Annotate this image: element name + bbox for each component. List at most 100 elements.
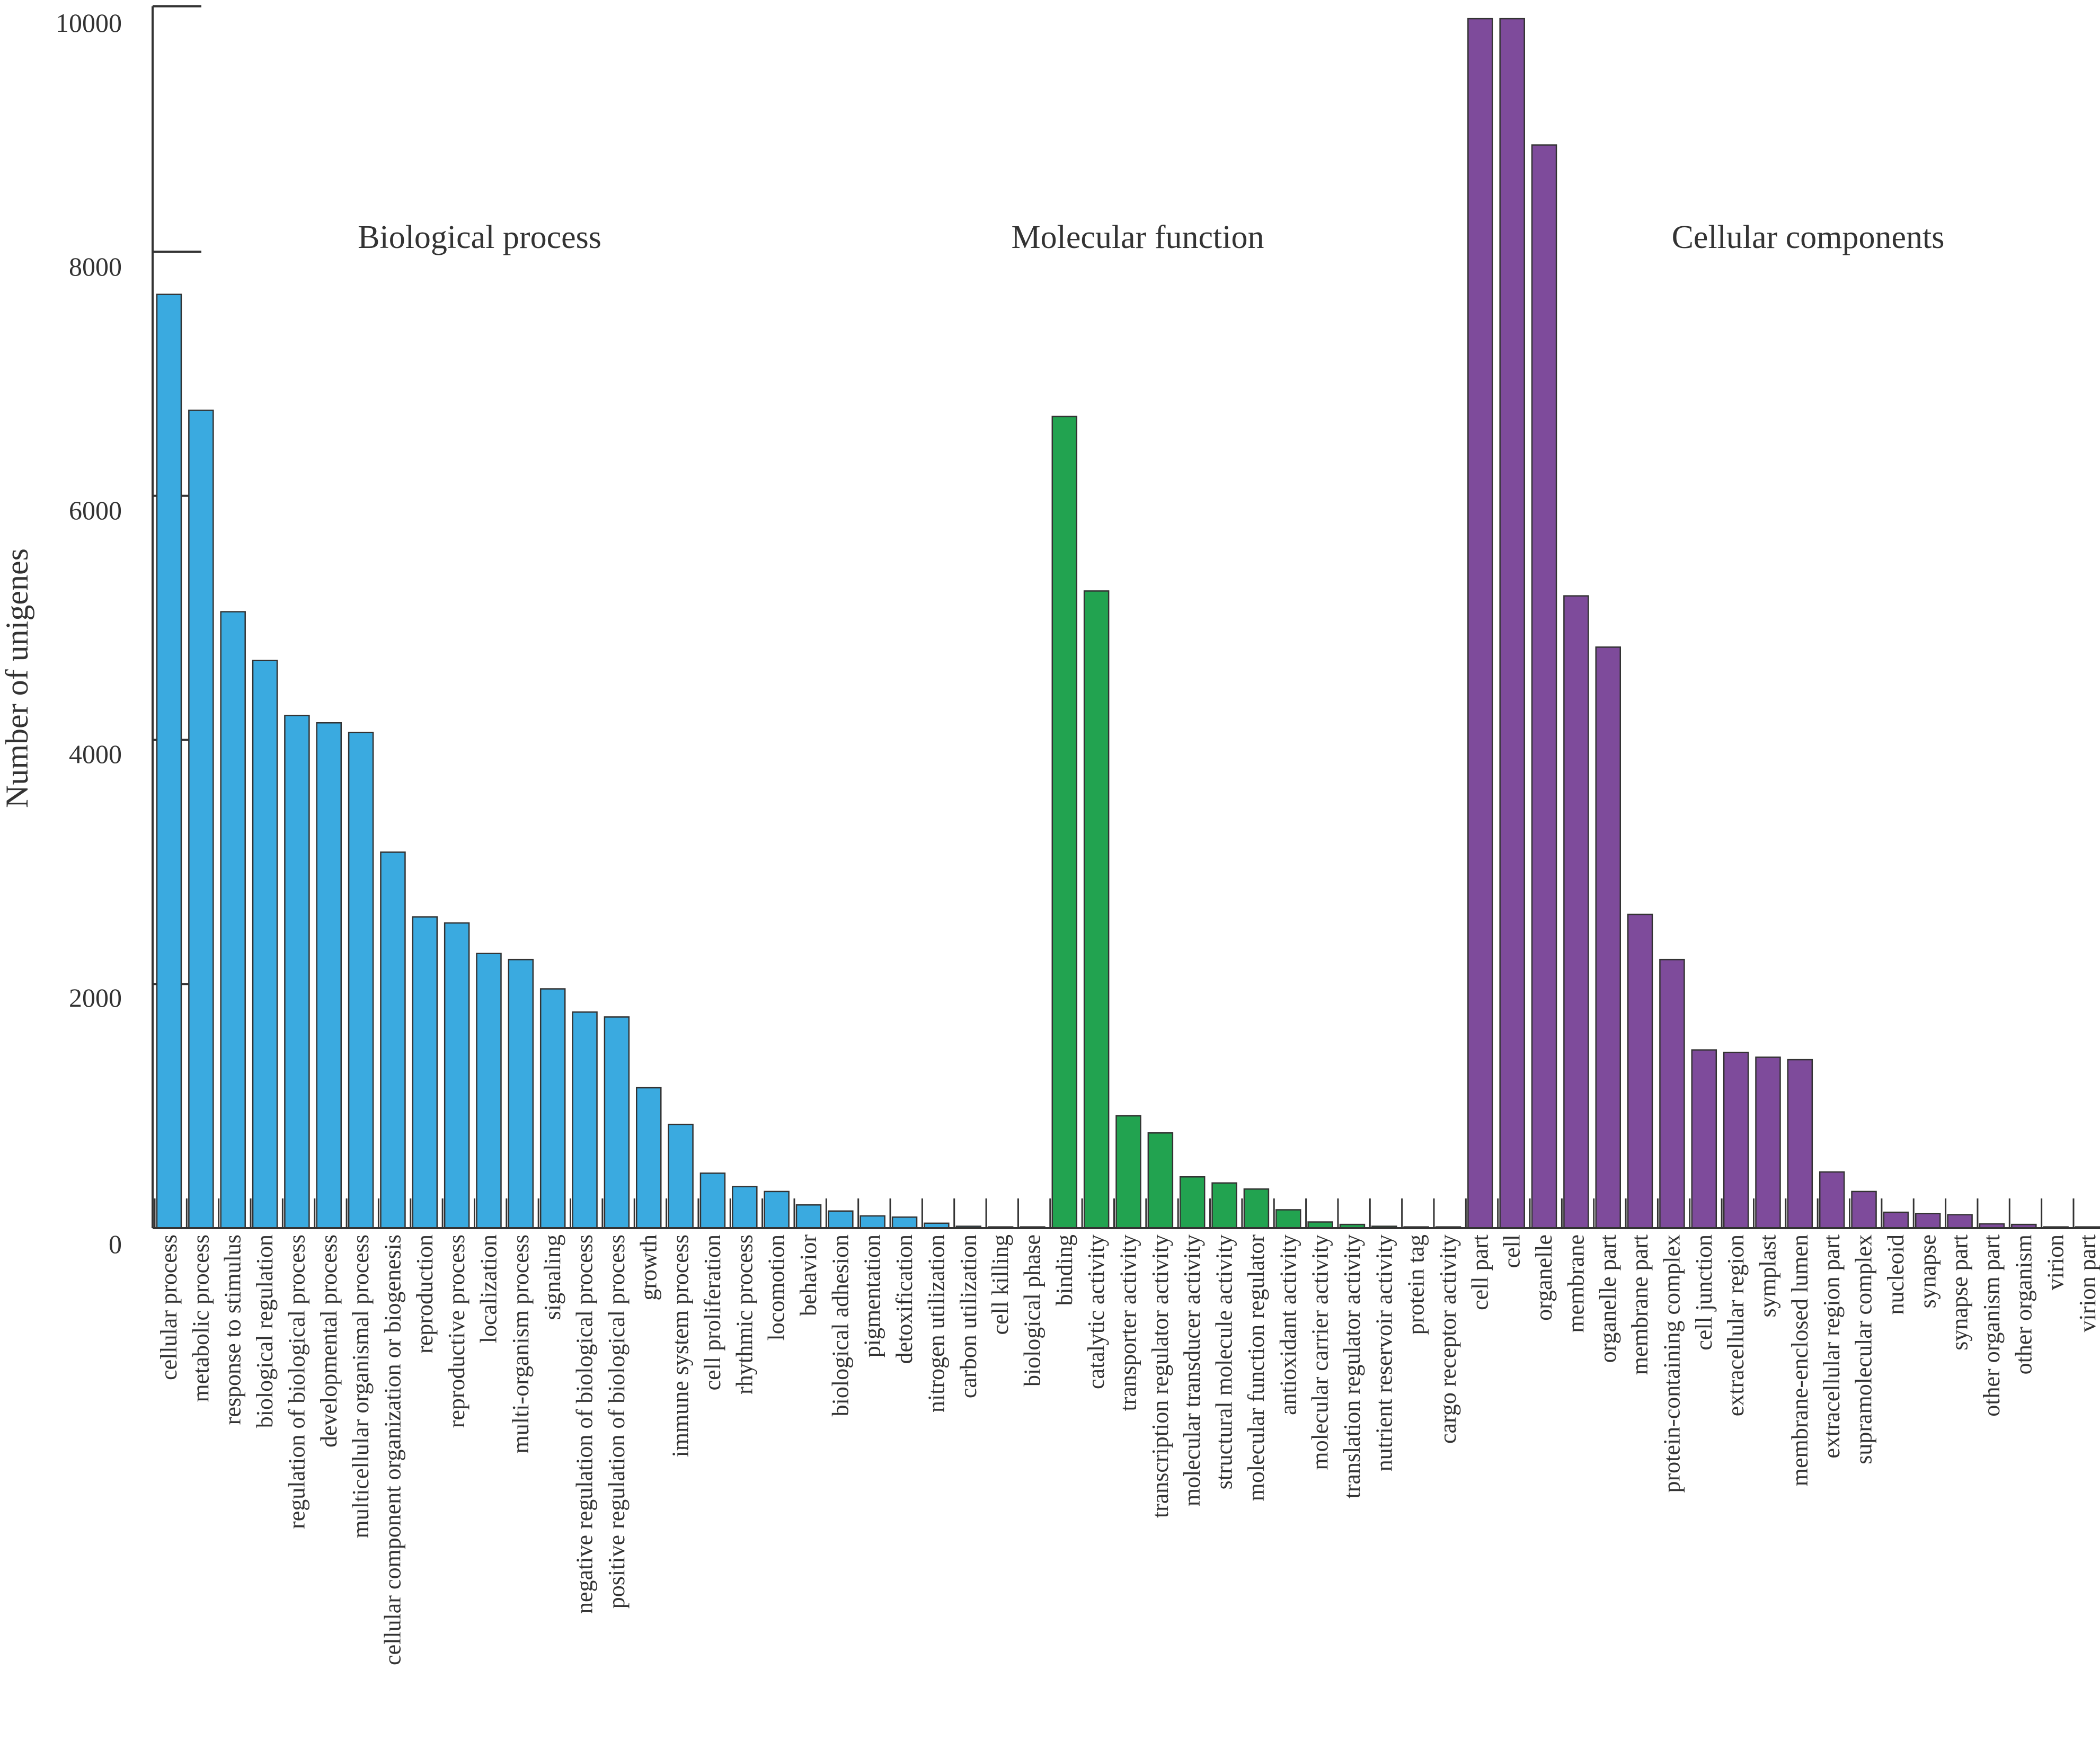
- category-label: transporter activity: [1115, 1234, 1141, 1411]
- bar: [1467, 17, 1493, 1229]
- category-label: synapse: [1915, 1234, 1940, 1308]
- bar: [1723, 1052, 1749, 1229]
- bar: [1595, 646, 1621, 1229]
- category-label: cell killing: [987, 1234, 1013, 1335]
- category-label: locomotion: [764, 1234, 790, 1340]
- category-label: biological phase: [1019, 1234, 1045, 1387]
- y-tick-label: 8000: [69, 252, 122, 281]
- category-label: other organism: [2010, 1234, 2036, 1374]
- bar: [1787, 1059, 1813, 1229]
- bar: [1275, 1209, 1301, 1229]
- category-label: extracellular region: [1723, 1234, 1749, 1416]
- bar: [1947, 1214, 1973, 1229]
- category-label: binding: [1051, 1234, 1077, 1305]
- category-label: reproduction: [412, 1234, 438, 1354]
- bar: [1179, 1176, 1206, 1229]
- category-label: cellular component organization or bioge…: [379, 1234, 405, 1665]
- category-label: synapse part: [1947, 1234, 1973, 1351]
- category-label: multicellular organismal process: [348, 1234, 374, 1538]
- bar: [1883, 1211, 1909, 1229]
- group-label: Molecular function: [1012, 219, 1264, 255]
- category-label: protein-containing complex: [1659, 1234, 1685, 1493]
- bar: [412, 916, 438, 1229]
- category-label: immune system process: [668, 1234, 694, 1457]
- bar: [156, 294, 182, 1229]
- bar: [828, 1210, 854, 1229]
- category-label: membrane: [1563, 1234, 1589, 1333]
- category-label: negative regulation of biological proces…: [572, 1234, 598, 1614]
- category-label: cell junction: [1691, 1234, 1717, 1351]
- bar: [636, 1087, 662, 1229]
- category-label: cell part: [1467, 1234, 1493, 1310]
- x-axis-ticks: [153, 1198, 2100, 1229]
- bar: [1051, 415, 1078, 1229]
- category-label: nucleoid: [1883, 1234, 1909, 1315]
- category-label: cellular process: [156, 1234, 182, 1380]
- category-label: response to stimulus: [220, 1234, 246, 1425]
- bar: [1819, 1171, 1845, 1229]
- category-label: membrane part: [1627, 1234, 1653, 1375]
- y-tick-label: 2000: [69, 983, 122, 1012]
- category-label: biological regulation: [252, 1234, 278, 1428]
- bar: [891, 1216, 918, 1229]
- category-label: regulation of biological process: [283, 1234, 309, 1529]
- bar: [1691, 1049, 1717, 1229]
- y-tick-label: 0: [109, 1229, 122, 1259]
- bar: [1211, 1182, 1237, 1229]
- category-label: antioxidant activity: [1275, 1234, 1301, 1415]
- group-labels: Biological process Molecular function Cell…: [358, 219, 1944, 255]
- bar: [1147, 1132, 1174, 1229]
- bar: [252, 660, 278, 1229]
- category-label: cell: [1499, 1234, 1525, 1268]
- category-label: structural molecule activity: [1211, 1234, 1237, 1489]
- category-label: carbon utilization: [955, 1234, 981, 1398]
- category-label: transcription regulator activity: [1147, 1234, 1173, 1518]
- y-tick-label: 10000: [56, 8, 122, 38]
- category-label: growth: [635, 1234, 661, 1301]
- bar: [1659, 958, 1685, 1229]
- bar: [539, 988, 566, 1229]
- category-label: extracellular region part: [1819, 1234, 1845, 1459]
- bar: [1083, 590, 1110, 1229]
- category-label: reproductive process: [444, 1234, 469, 1428]
- category-label: pigmentation: [860, 1234, 885, 1357]
- bar: [1755, 1056, 1781, 1229]
- category-label: molecular carrier activity: [1307, 1234, 1333, 1470]
- category-label: signaling: [539, 1234, 565, 1320]
- category-label: symplast: [1755, 1234, 1781, 1317]
- category-label: nutrient reservoir activity: [1371, 1234, 1397, 1471]
- bar: [284, 715, 310, 1229]
- category-label: developmental process: [316, 1234, 342, 1447]
- bar: [732, 1186, 758, 1229]
- y-tick-label: 6000: [69, 495, 122, 525]
- category-label: protein tag: [1403, 1234, 1429, 1335]
- category-label: behavior: [795, 1234, 821, 1316]
- bar: [572, 1011, 598, 1229]
- group-label: Cellular components: [1672, 219, 1945, 255]
- bar: [1851, 1191, 1877, 1229]
- category-label: molecular transducer activity: [1179, 1234, 1205, 1506]
- category-label: localization: [476, 1234, 502, 1343]
- category-label: catalytic activity: [1083, 1234, 1109, 1389]
- category-label: cargo receptor activity: [1435, 1234, 1461, 1444]
- bar: [764, 1191, 790, 1229]
- category-label: nitrogen utilization: [923, 1234, 949, 1412]
- bar: [668, 1123, 694, 1229]
- bar: [699, 1172, 726, 1229]
- category-label: cell proliferation: [699, 1234, 725, 1390]
- category-label: metabolic process: [188, 1234, 214, 1402]
- bar: [1243, 1188, 1270, 1229]
- category-label: other organism part: [1979, 1234, 2005, 1417]
- bar: [316, 722, 342, 1229]
- bar: [508, 958, 534, 1229]
- y-axis-title: Number of unigenes: [0, 548, 34, 808]
- bar: [1531, 144, 1557, 1229]
- category-label: virion: [2043, 1234, 2069, 1290]
- bar: [604, 1016, 630, 1229]
- category-label: organelle: [1531, 1234, 1557, 1321]
- category-label: detoxification: [891, 1234, 917, 1364]
- bar: [1499, 17, 1525, 1229]
- bar: [1627, 913, 1653, 1229]
- category-label: organelle part: [1595, 1234, 1621, 1363]
